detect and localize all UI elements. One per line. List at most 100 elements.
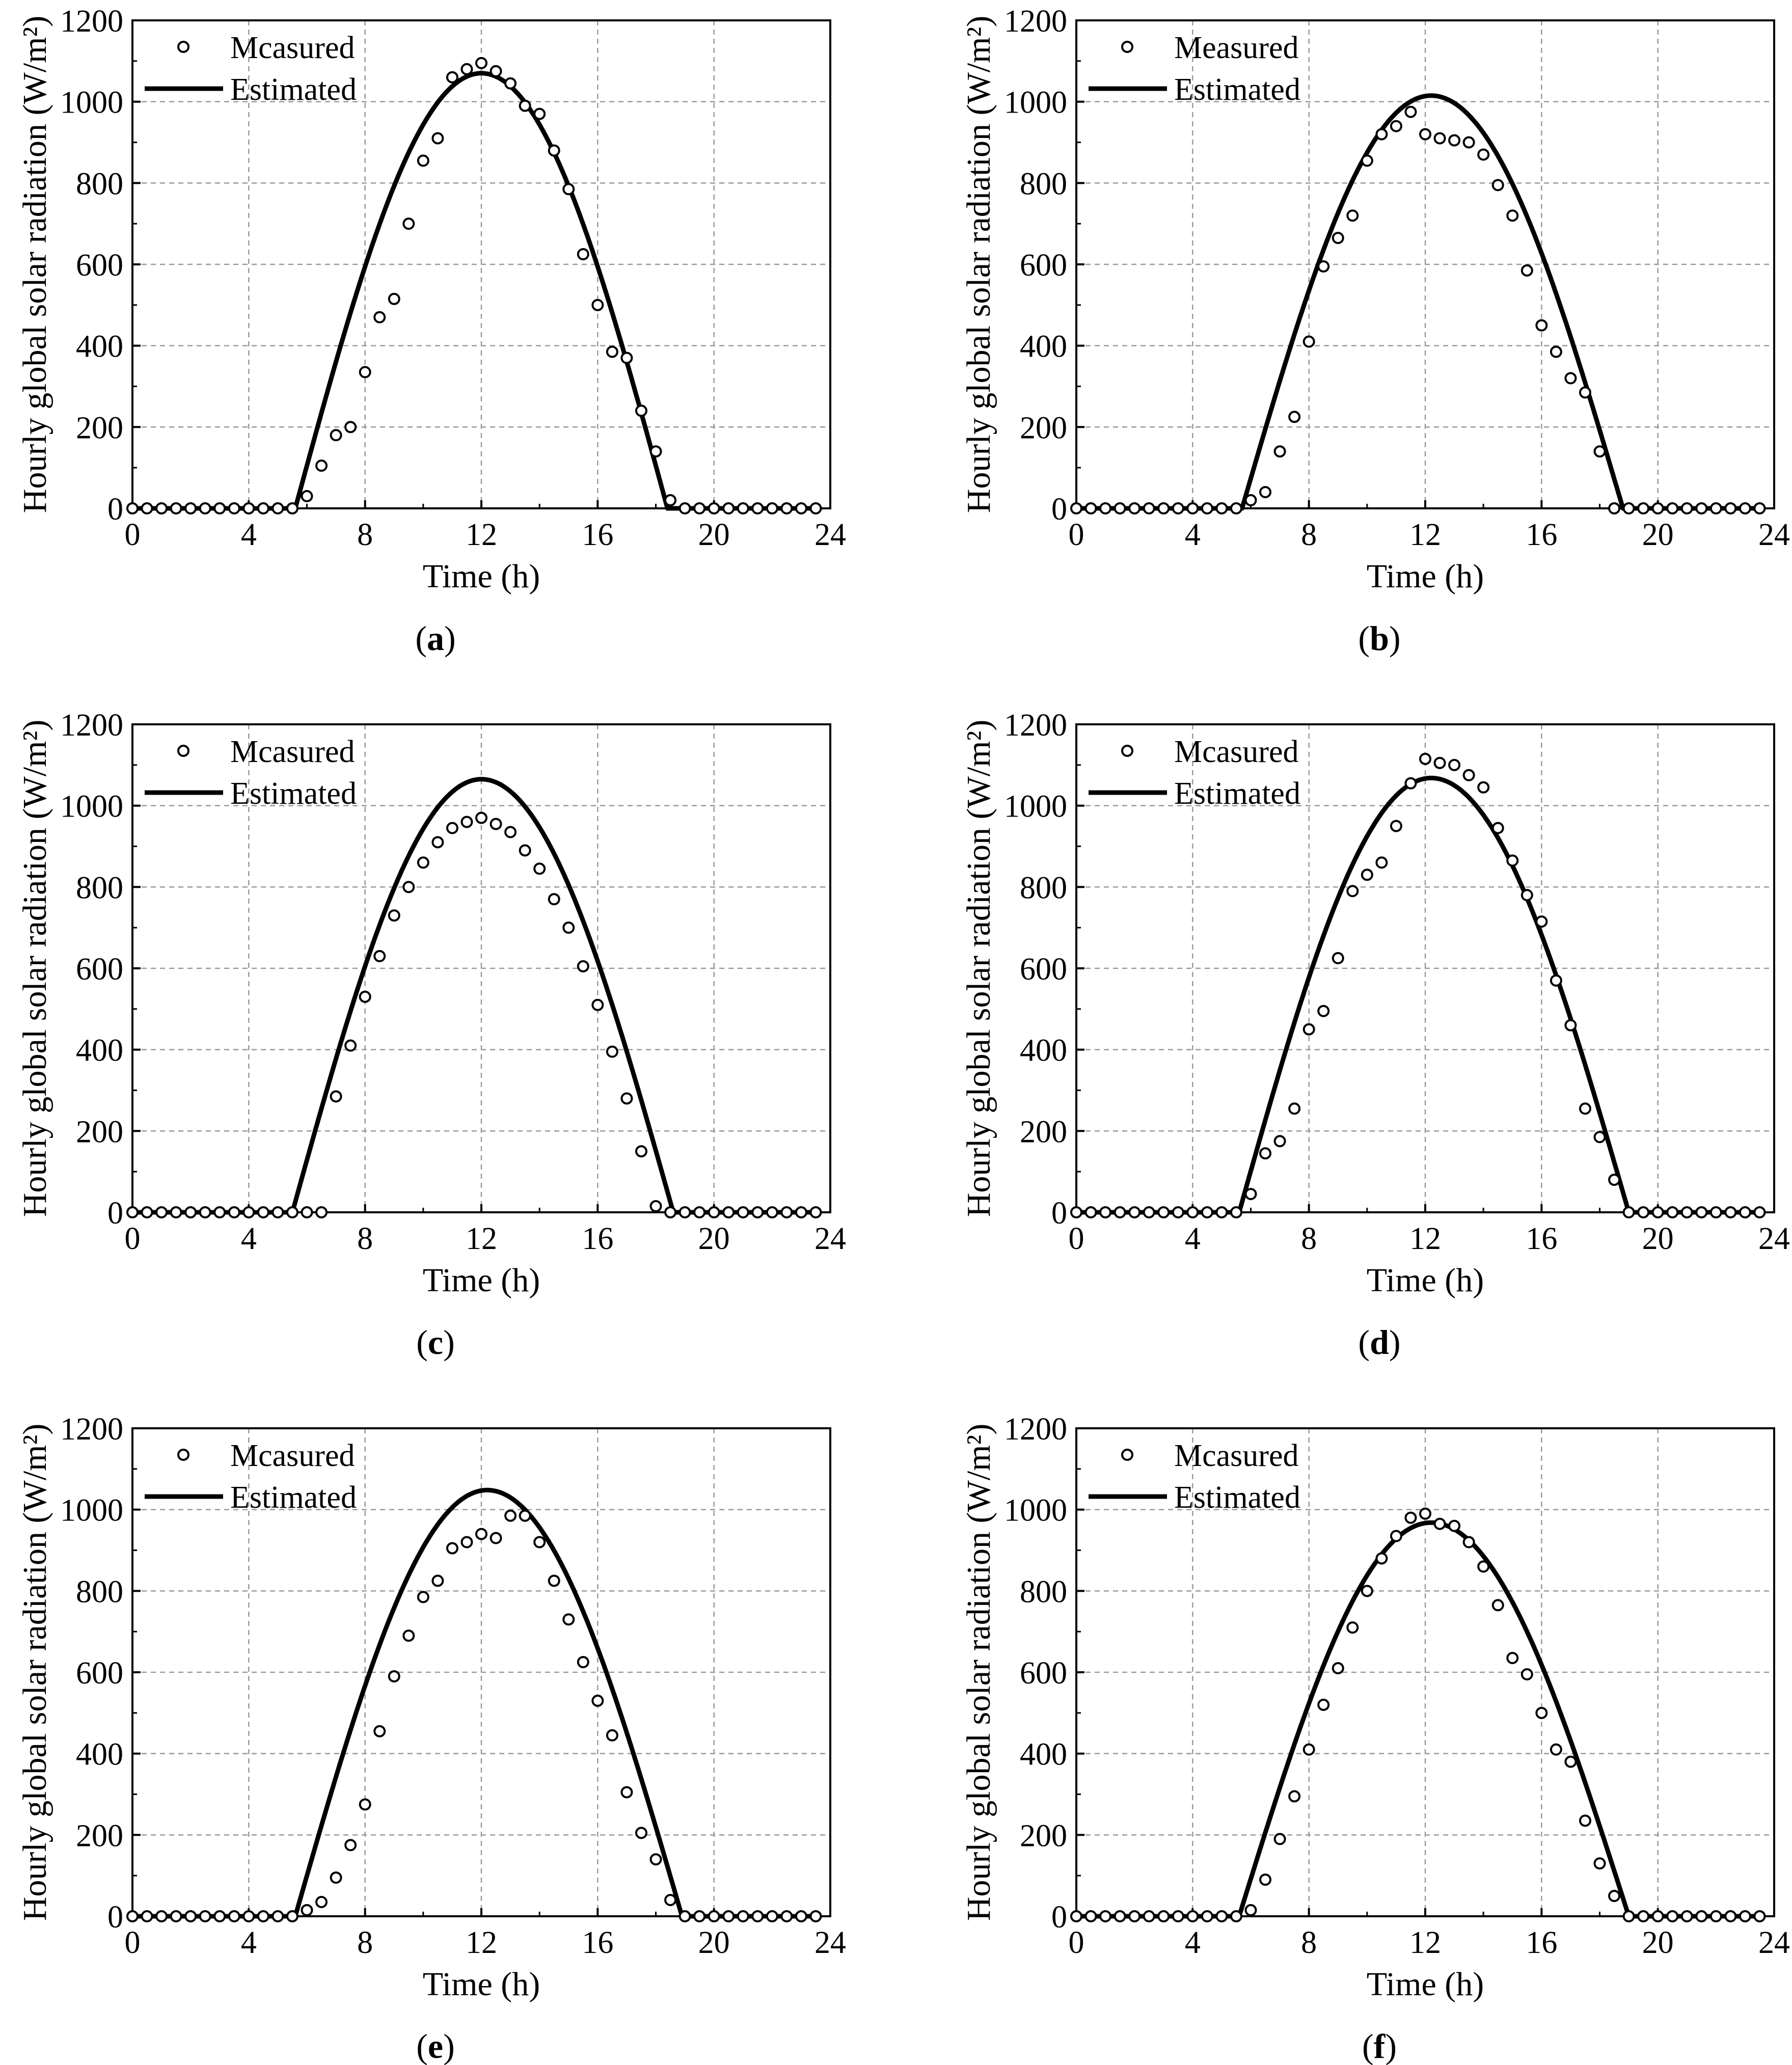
measured-point bbox=[1419, 752, 1431, 765]
y-tick-label: 0 bbox=[1051, 1196, 1067, 1231]
y-tick-label: 1200 bbox=[60, 1412, 123, 1447]
measured-point bbox=[577, 248, 589, 261]
y-tick-label: 1000 bbox=[1004, 1493, 1067, 1528]
measured-point bbox=[1709, 1206, 1722, 1218]
measured-point bbox=[1753, 1206, 1766, 1218]
estimated-line bbox=[131, 71, 817, 511]
measured-point bbox=[1666, 1206, 1679, 1218]
measured-point bbox=[199, 1206, 211, 1218]
measured-point bbox=[1579, 386, 1591, 399]
measured-point bbox=[417, 154, 429, 167]
measured-point bbox=[548, 1574, 560, 1587]
panel-caption: (b) bbox=[1358, 619, 1400, 658]
x-axis-label: Time (h) bbox=[423, 558, 540, 595]
measured-point bbox=[242, 502, 255, 514]
measured-point bbox=[1462, 769, 1475, 781]
measured-point bbox=[417, 1591, 429, 1604]
measured-point bbox=[533, 1536, 546, 1548]
y-tick-label: 800 bbox=[1020, 1574, 1067, 1609]
measured-point bbox=[431, 1574, 444, 1587]
panel-caption: (a) bbox=[415, 619, 455, 658]
measured-point bbox=[766, 1206, 778, 1218]
measured-point bbox=[533, 107, 546, 120]
measured-point bbox=[1637, 1910, 1650, 1922]
measured-point bbox=[1172, 1206, 1184, 1218]
measured-point bbox=[1521, 264, 1533, 277]
y-tick-label: 600 bbox=[1020, 248, 1067, 283]
x-tick-label: 20 bbox=[1642, 1925, 1674, 1960]
measured-point bbox=[1273, 445, 1286, 458]
y-tick-label: 1000 bbox=[60, 1493, 123, 1528]
measured-point bbox=[1462, 136, 1475, 149]
measured-point bbox=[1579, 1102, 1591, 1115]
measured-point bbox=[1361, 154, 1373, 167]
x-tick-label: 0 bbox=[125, 518, 141, 552]
y-tick-label: 400 bbox=[76, 330, 123, 364]
y-axis-label: Hourly global solar radiation (W/m²) bbox=[16, 16, 53, 513]
measured-point bbox=[344, 1839, 357, 1852]
measured-point bbox=[809, 1910, 822, 1922]
x-tick-label: 0 bbox=[1069, 1925, 1084, 1960]
y-axis-label: Hourly global solar radiation (W/m²) bbox=[16, 720, 53, 1217]
measured-point bbox=[1230, 1206, 1242, 1218]
y-tick-label: 0 bbox=[107, 1900, 123, 1935]
legend-label-estimated: Estimated bbox=[1174, 776, 1300, 811]
measured-point bbox=[1273, 1833, 1286, 1845]
measured-point bbox=[1244, 494, 1257, 507]
measured-point bbox=[1666, 502, 1679, 514]
measured-point bbox=[213, 502, 226, 514]
x-tick-label: 8 bbox=[1301, 518, 1317, 552]
y-tick-label: 1000 bbox=[60, 790, 123, 824]
measured-point bbox=[1317, 1698, 1330, 1711]
x-tick-label: 12 bbox=[1409, 1925, 1441, 1960]
x-tick-label: 24 bbox=[814, 518, 846, 552]
legend-label-measured: Mcasured bbox=[230, 735, 355, 769]
y-tick-label: 1200 bbox=[60, 4, 123, 39]
measured-point bbox=[1709, 1910, 1722, 1922]
x-tick-label: 16 bbox=[582, 518, 613, 552]
measured-point bbox=[548, 893, 560, 906]
measured-point bbox=[431, 836, 444, 849]
measured-point bbox=[1637, 502, 1650, 514]
measured-point bbox=[809, 502, 822, 514]
measured-point bbox=[199, 1910, 211, 1922]
measured-point bbox=[809, 1206, 822, 1218]
measured-point bbox=[475, 1528, 487, 1540]
measured-point bbox=[722, 1206, 735, 1218]
measured-point bbox=[1128, 502, 1141, 514]
measured-point bbox=[620, 1786, 633, 1799]
x-axis-label: Time (h) bbox=[1367, 558, 1484, 595]
x-tick-label: 24 bbox=[1758, 1925, 1790, 1960]
measured-point bbox=[1186, 502, 1199, 514]
measured-point bbox=[184, 502, 197, 514]
y-tick-label: 600 bbox=[1020, 952, 1067, 987]
y-tick-label: 800 bbox=[1020, 167, 1067, 201]
y-tick-label: 0 bbox=[1051, 492, 1067, 527]
estimated-line bbox=[131, 777, 817, 1215]
measured-point bbox=[1230, 1910, 1242, 1922]
legend-marker-measured bbox=[177, 745, 189, 757]
legend-marker-measured bbox=[1121, 41, 1133, 53]
measured-point bbox=[1215, 1206, 1228, 1218]
measured-point bbox=[1332, 1662, 1344, 1675]
legend-label-estimated: Estimated bbox=[230, 776, 357, 811]
measured-point bbox=[1215, 1910, 1228, 1922]
measured-point bbox=[1288, 411, 1301, 423]
measured-point bbox=[1521, 889, 1533, 902]
chart-panel-c: 0 4 8 12 16 20 24 0 200 400 600 800 1000 1200 Time (h)… bbox=[16, 708, 846, 1362]
x-tick-label: 24 bbox=[814, 1221, 846, 1256]
y-tick-label: 0 bbox=[1051, 1900, 1067, 1935]
measured-point bbox=[606, 1729, 618, 1742]
measured-point bbox=[388, 292, 400, 305]
measured-point bbox=[606, 345, 618, 358]
measured-point bbox=[1317, 260, 1330, 273]
x-tick-label: 4 bbox=[241, 1221, 257, 1256]
chart-panel-f: 0 4 8 12 16 20 24 0 200 400 600 800 1000 1200 Time (h)… bbox=[960, 1412, 1790, 2065]
measured-point bbox=[1084, 1206, 1097, 1218]
measured-point bbox=[1114, 1206, 1126, 1218]
x-tick-label: 8 bbox=[357, 518, 373, 552]
x-tick-label: 4 bbox=[241, 1925, 257, 1960]
measured-point bbox=[213, 1910, 226, 1922]
measured-point bbox=[1404, 777, 1417, 790]
measured-point bbox=[1332, 952, 1344, 965]
